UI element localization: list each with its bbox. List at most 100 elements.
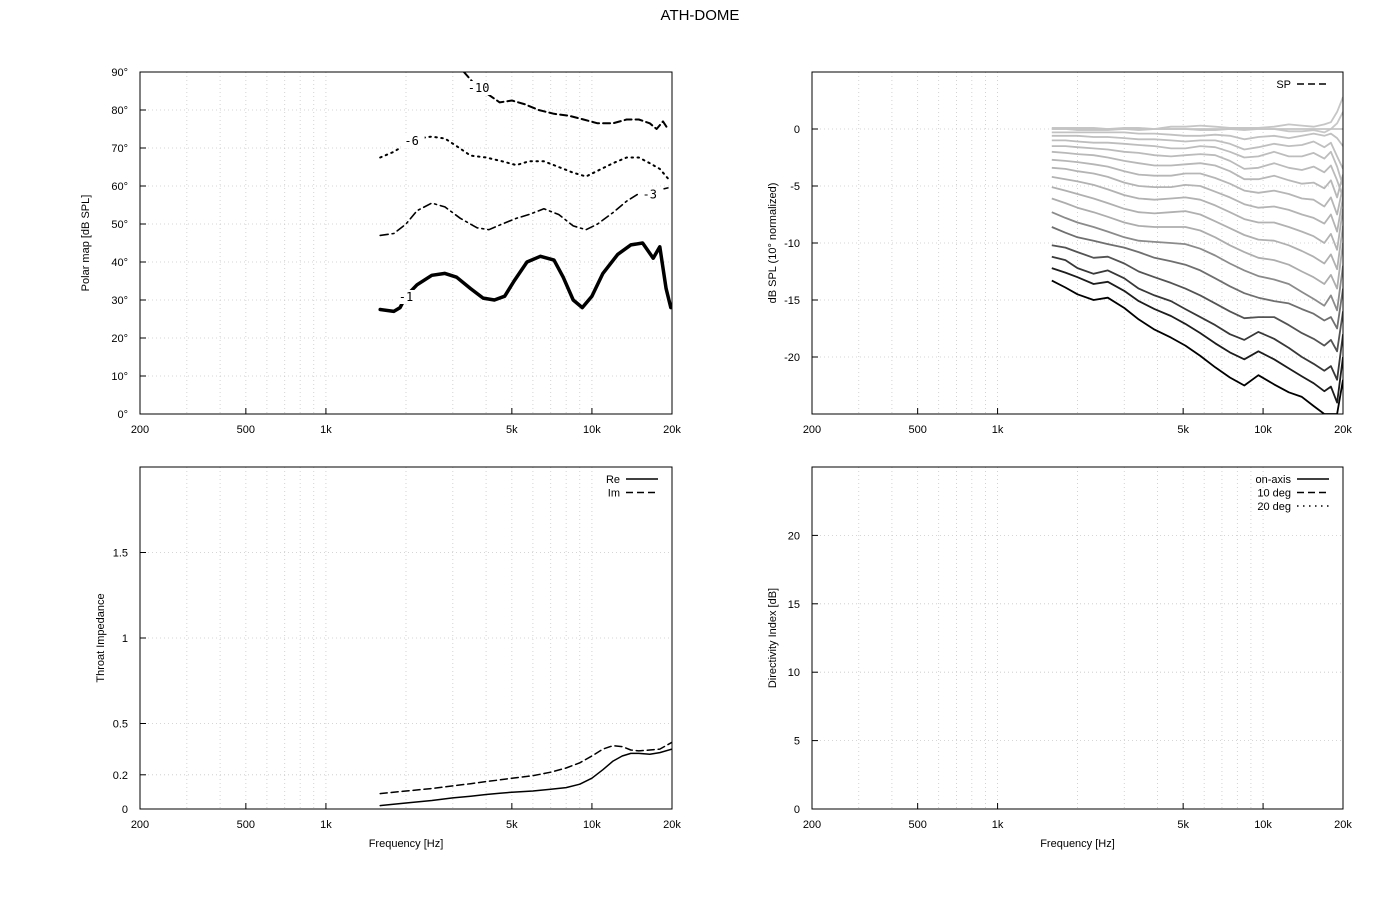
x-tick-label: 500 <box>237 819 255 831</box>
series-line-45-deg <box>1051 166 1343 233</box>
y-tick-label: 30° <box>111 295 128 307</box>
chart-impedance: 200 500 1k 5k 10k 20k 0 0.2 0.5 1 1.5 Throat Impeda… <box>95 466 681 850</box>
series-line-70-deg <box>1051 226 1343 330</box>
x-tick-label: 20k <box>663 424 681 436</box>
y-tick-label: 15 <box>788 599 800 611</box>
contour-label: -10 <box>468 81 490 95</box>
legend-label: on-axis <box>1256 474 1292 486</box>
series-line-85-deg <box>1051 267 1343 404</box>
series-line--10 <box>462 72 669 130</box>
y-tick-label: 0 <box>122 804 128 816</box>
legend-label: SP <box>1276 79 1291 91</box>
series-line-60-deg <box>1051 197 1343 290</box>
series-line-30-deg <box>1051 145 1343 198</box>
x-tick-label: 20k <box>1334 819 1352 831</box>
y-tick-label: -20 <box>784 352 800 364</box>
y-tick-label: -10 <box>784 238 800 250</box>
x-tick-label: 1k <box>320 424 332 436</box>
y-axis-label: Directivity Index [dB] <box>767 588 779 688</box>
x-tick-label: 200 <box>131 424 149 436</box>
series-line--6 <box>379 135 669 180</box>
y-tick-label: 10 <box>788 667 800 679</box>
x-axis-label: Frequency [Hz] <box>1040 838 1115 850</box>
figure-title: ATH-DOME <box>661 7 740 24</box>
contour-label-bg <box>400 134 425 149</box>
plot-area <box>1051 96 1343 414</box>
legend-label: Re <box>606 474 620 486</box>
x-tick-label: 200 <box>803 424 821 436</box>
series-line-75-deg <box>1051 244 1343 353</box>
y-tick-label: 0.2 <box>113 770 128 782</box>
plot-area: -10 -6 -3 -1 <box>378 72 672 314</box>
plot-frame <box>811 71 1344 415</box>
x-axis-label: Frequency [Hz] <box>369 838 444 850</box>
plot-frame <box>139 466 673 810</box>
plot-area <box>379 741 672 807</box>
series-line-40-deg <box>1051 158 1343 216</box>
series-line-55-deg <box>1051 186 1343 271</box>
y-axis-label: Polar map [dB SPL] <box>80 195 92 292</box>
series-line-50-deg <box>1051 176 1343 251</box>
legend-label: Im <box>608 488 620 500</box>
x-tick-label: 5k <box>1177 424 1189 436</box>
contour-label: -3 <box>643 187 657 201</box>
x-tick-label: 5k <box>506 819 518 831</box>
plot-frame <box>139 71 673 415</box>
y-tick-label: 1 <box>122 633 128 645</box>
y-tick-label: 0 <box>794 124 800 136</box>
x-tick-label: 1k <box>992 424 1004 436</box>
contour-label-bg <box>638 187 663 202</box>
legend-label: 20 deg <box>1257 501 1291 513</box>
x-tick-label: 500 <box>908 424 926 436</box>
x-tick-label: 10k <box>1254 819 1272 831</box>
series-line-Im <box>379 741 672 795</box>
x-tick-label: 10k <box>1254 424 1272 436</box>
x-tick-label: 200 <box>131 819 149 831</box>
series-line-35-deg <box>1051 150 1343 199</box>
contour-label: -1 <box>399 290 413 304</box>
y-axis-label: Throat Impedance <box>95 593 107 682</box>
y-tick-label: 80° <box>111 105 128 117</box>
series-line-5-deg <box>1051 96 1343 130</box>
x-tick-label: 500 <box>237 424 255 436</box>
chart-di: 200 500 1k 5k 10k 20k 0 5 10 15 20 Directivity Inde… <box>767 466 1352 850</box>
chart-spl: 200 500 1k 5k 10k 20k 0 -5 -10 -15 -20 dB SPL (10° … <box>767 71 1352 436</box>
y-tick-label: 70° <box>111 143 128 155</box>
x-tick-label: 5k <box>506 424 518 436</box>
contour-label-bg <box>467 81 492 95</box>
y-tick-label: 20 <box>788 530 800 542</box>
y-tick-label: 60° <box>111 181 128 193</box>
x-tick-label: 1k <box>320 819 332 831</box>
chart-polar: 200 500 1k 5k 10k 20k 0° 10° 20° 30° 40° 50° 60° 70° 8… <box>80 67 681 436</box>
y-tick-label: 90° <box>111 67 128 79</box>
x-tick-label: 1k <box>992 819 1004 831</box>
series-line--3 <box>379 187 669 237</box>
y-tick-label: 0 <box>794 804 800 816</box>
y-tick-label: 0° <box>117 409 128 421</box>
x-tick-label: 20k <box>1334 424 1352 436</box>
x-tick-label: 200 <box>803 819 821 831</box>
contour-label: -6 <box>404 134 418 148</box>
y-tick-label: 1.5 <box>113 548 128 560</box>
y-tick-label: -15 <box>784 295 800 307</box>
series-line-25-deg <box>1051 139 1343 187</box>
y-tick-label: 0.5 <box>113 719 128 731</box>
y-tick-label: -5 <box>790 181 800 193</box>
series-line-65-deg <box>1051 211 1343 312</box>
y-tick-label: 50° <box>111 219 128 231</box>
series-line-Re <box>379 748 672 807</box>
y-tick-label: 40° <box>111 257 128 269</box>
series-line--1 <box>378 241 672 314</box>
y-axis-label: dB SPL (10° normalized) <box>767 183 779 304</box>
contour-label-bg <box>395 290 419 304</box>
x-tick-label: 5k <box>1177 819 1189 831</box>
series-line-20-deg <box>1051 134 1343 170</box>
y-tick-label: 20° <box>111 333 128 345</box>
series-line-80-deg <box>1051 255 1343 381</box>
series-line-90-deg <box>1051 279 1343 414</box>
series-line-0-deg <box>1051 111 1343 134</box>
y-tick-label: 10° <box>111 371 128 383</box>
x-tick-label: 500 <box>908 819 926 831</box>
plot-frame <box>811 466 1344 810</box>
